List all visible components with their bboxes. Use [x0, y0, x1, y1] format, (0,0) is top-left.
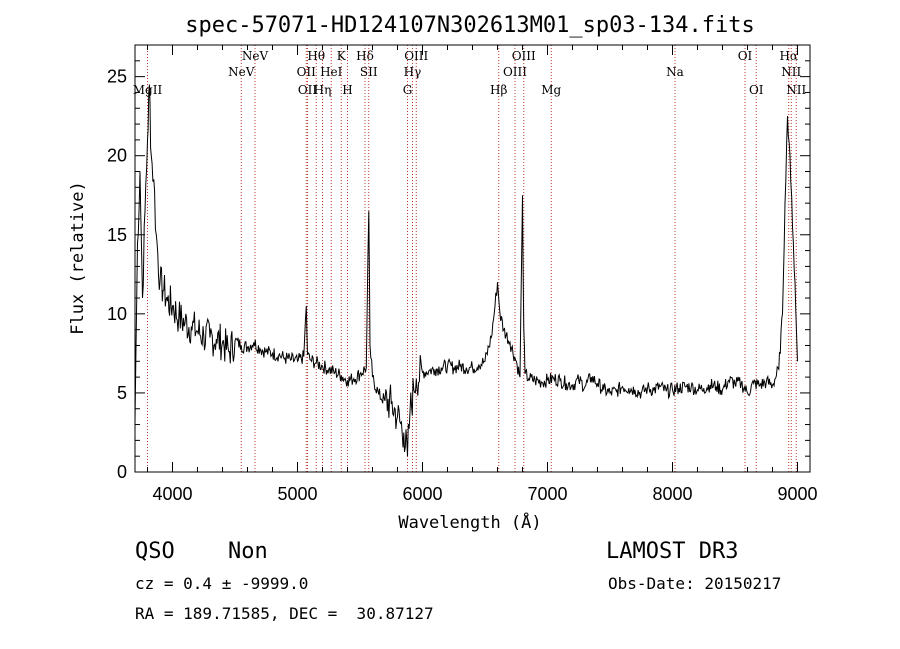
coordinates: RA = 189.71585, DEC = 30.87127 — [135, 604, 434, 623]
y-tick-label: 10 — [107, 304, 127, 324]
line-marker-label: NeV — [242, 49, 269, 63]
line-marker-label: Hα — [779, 49, 798, 63]
y-tick-label: 5 — [117, 383, 127, 403]
line-marker-label: H — [342, 83, 352, 97]
line-marker-label: Na — [666, 65, 684, 79]
line-marker-label: Hβ — [490, 83, 507, 97]
line-marker-label: OII — [298, 83, 318, 97]
line-marker-label: NII — [786, 83, 806, 97]
x-tick-label: 8000 — [652, 484, 692, 504]
axis-ticks: 4000 5000 6000 7000 8000 9000 0 5 10 15 20 25 — [107, 44, 818, 504]
y-tick-label: 20 — [107, 146, 127, 166]
line-marker-label: Hη — [314, 83, 332, 97]
line-marker-label: MgII — [133, 83, 163, 97]
x-tick-label: 4000 — [152, 484, 192, 504]
object-class: QSO — [135, 539, 175, 564]
line-marker-label: Hγ — [404, 65, 422, 79]
line-marker-label: SII — [360, 65, 378, 79]
line-marker-label: HeI — [320, 65, 343, 79]
line-marker-label: K — [337, 49, 347, 63]
y-tick-label: 0 — [117, 462, 127, 482]
x-tick-label: 6000 — [402, 484, 442, 504]
survey-name: LAMOST DR3 — [606, 539, 739, 564]
line-marker-label: OII — [297, 65, 317, 79]
x-axis-label: Wavelength (Å) — [398, 511, 541, 533]
x-tick-label: 9000 — [777, 484, 817, 504]
line-marker-label: Mg — [541, 83, 561, 97]
object-subclass: Non — [228, 539, 268, 564]
y-tick-label: 15 — [107, 225, 127, 245]
chart-title: spec-57071-HD124107N302613M01_sp03-134.f… — [185, 13, 755, 38]
y-tick-label: 25 — [107, 67, 127, 87]
line-marker-label: G — [403, 83, 413, 97]
line-marker-label: OIII — [404, 49, 428, 63]
observation-date: Obs-Date: 20150217 — [608, 574, 782, 593]
spectral-line-markers: MgII NeV NeV OII OII Hθ Hη HeI K H Hδ SII G Hγ OIII Hβ O… — [133, 45, 806, 472]
plot-frame — [134, 44, 811, 473]
line-marker-label: Hθ — [307, 49, 325, 63]
line-marker-label: OI — [749, 83, 764, 97]
line-marker-label: NII — [781, 65, 801, 79]
spectrum-series — [135, 84, 798, 457]
line-marker-label: NeV — [228, 65, 255, 79]
x-tick-label: 5000 — [277, 484, 317, 504]
line-marker-label: OIII — [503, 65, 527, 79]
x-tick-label: 7000 — [527, 484, 567, 504]
spectrum-line — [135, 84, 798, 457]
redshift-line: cz = 0.4 ± -9999.0 — [135, 574, 309, 593]
line-marker-label: OIII — [512, 49, 536, 63]
line-marker-label: OI — [738, 49, 753, 63]
y-axis-label: Flux (relative) — [68, 181, 88, 335]
line-marker-label: Hδ — [356, 49, 374, 63]
